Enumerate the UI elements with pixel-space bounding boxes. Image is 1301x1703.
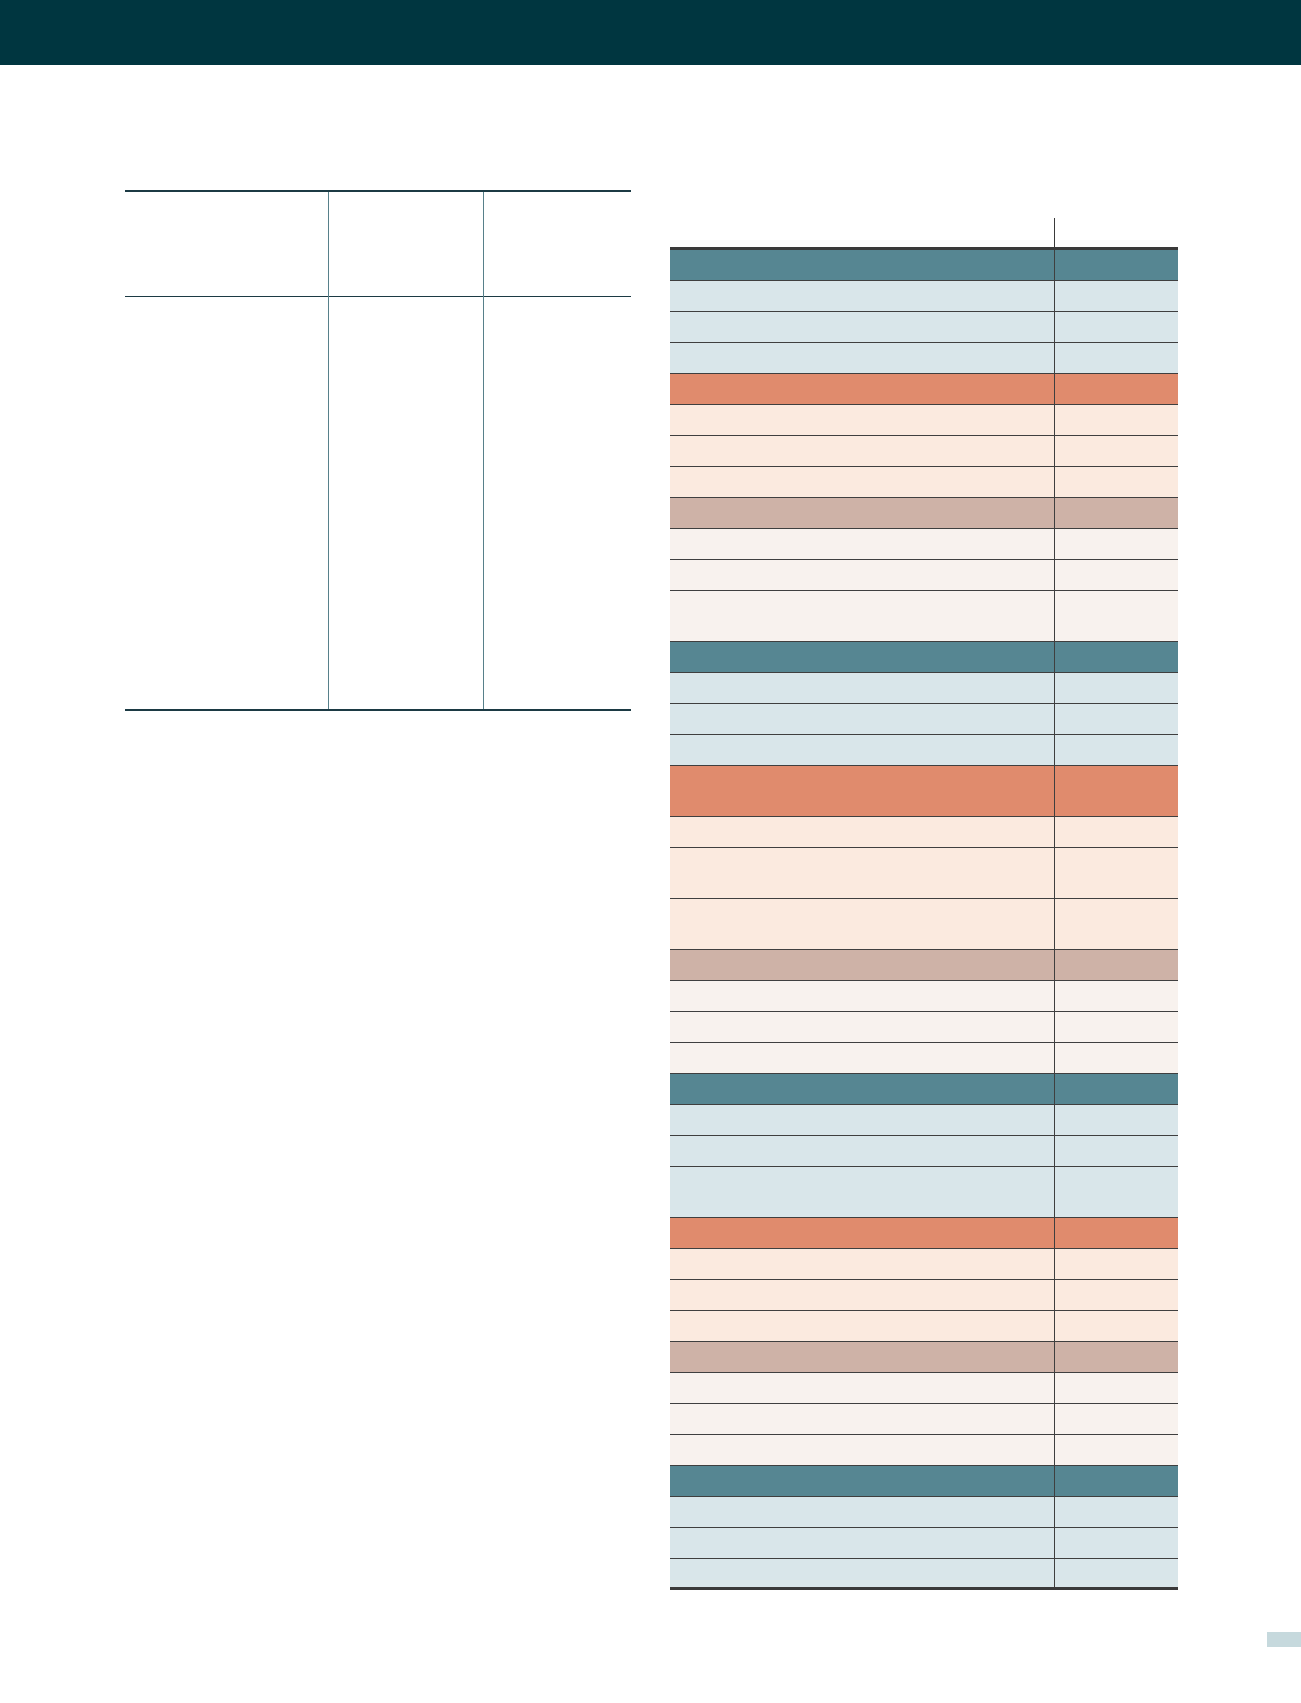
section-header-row bbox=[670, 1466, 1178, 1497]
left-table-top-rule bbox=[125, 190, 631, 192]
table-row bbox=[670, 981, 1178, 1012]
table-row bbox=[670, 560, 1178, 591]
column-divider bbox=[1054, 1074, 1055, 1104]
column-divider bbox=[1054, 899, 1055, 949]
table-row bbox=[670, 529, 1178, 560]
table-row bbox=[670, 1404, 1178, 1435]
column-divider bbox=[1054, 498, 1055, 528]
table-row bbox=[670, 343, 1178, 374]
right-table bbox=[670, 218, 1178, 1590]
column-divider bbox=[1054, 766, 1055, 816]
table-row bbox=[670, 1249, 1178, 1280]
table-row bbox=[670, 1435, 1178, 1466]
column-divider bbox=[1054, 1435, 1055, 1465]
table-row bbox=[670, 1105, 1178, 1136]
column-divider bbox=[1054, 1559, 1055, 1587]
column-divider bbox=[1054, 1136, 1055, 1166]
table-row bbox=[670, 704, 1178, 735]
section-header-row bbox=[670, 1218, 1178, 1249]
column-divider bbox=[1054, 1218, 1055, 1248]
table-row bbox=[670, 1136, 1178, 1167]
section-header-row bbox=[670, 374, 1178, 405]
column-divider bbox=[1054, 250, 1055, 280]
left-table-column-divider bbox=[483, 192, 484, 709]
column-divider bbox=[1054, 704, 1055, 734]
table-row bbox=[670, 1528, 1178, 1559]
section-header-row bbox=[670, 250, 1178, 281]
column-divider bbox=[1054, 1373, 1055, 1403]
table-row bbox=[670, 1311, 1178, 1342]
column-divider bbox=[1054, 591, 1055, 641]
table-row bbox=[670, 899, 1178, 950]
left-table-header-rule bbox=[125, 296, 631, 297]
table-row bbox=[670, 848, 1178, 899]
column-divider bbox=[1054, 436, 1055, 466]
section-header-row bbox=[670, 498, 1178, 529]
column-divider bbox=[1054, 1404, 1055, 1434]
table-row bbox=[670, 405, 1178, 436]
left-table-column-divider bbox=[328, 192, 329, 709]
column-divider bbox=[1054, 1528, 1055, 1558]
right-table-body bbox=[670, 250, 1178, 1590]
table-row bbox=[670, 1167, 1178, 1218]
table-row bbox=[670, 817, 1178, 848]
table-row bbox=[670, 312, 1178, 343]
table-row bbox=[670, 1280, 1178, 1311]
column-divider bbox=[1054, 1167, 1055, 1217]
top-banner bbox=[0, 0, 1301, 65]
column-divider bbox=[1054, 1466, 1055, 1496]
page-number-tab bbox=[1267, 1632, 1301, 1647]
section-header-row bbox=[670, 1074, 1178, 1105]
column-divider bbox=[1054, 467, 1055, 497]
column-divider bbox=[1054, 405, 1055, 435]
column-divider bbox=[1054, 848, 1055, 898]
column-divider bbox=[1054, 281, 1055, 311]
right-table-header-divider bbox=[1054, 218, 1055, 247]
section-header-row bbox=[670, 950, 1178, 981]
column-divider bbox=[1054, 1280, 1055, 1310]
column-divider bbox=[1054, 560, 1055, 590]
section-header-row bbox=[670, 642, 1178, 673]
column-divider bbox=[1054, 1105, 1055, 1135]
table-row bbox=[670, 1373, 1178, 1404]
table-row bbox=[670, 1043, 1178, 1074]
table-row bbox=[670, 281, 1178, 312]
left-table bbox=[125, 190, 631, 711]
column-divider bbox=[1054, 1043, 1055, 1073]
column-divider bbox=[1054, 343, 1055, 373]
column-divider bbox=[1054, 817, 1055, 847]
column-divider bbox=[1054, 642, 1055, 672]
column-divider bbox=[1054, 529, 1055, 559]
column-divider bbox=[1054, 735, 1055, 765]
table-row bbox=[670, 1497, 1178, 1528]
column-divider bbox=[1054, 374, 1055, 404]
left-table-bottom-rule bbox=[125, 709, 631, 711]
column-divider bbox=[1054, 950, 1055, 980]
right-table-header bbox=[670, 218, 1178, 250]
table-row bbox=[670, 467, 1178, 498]
column-divider bbox=[1054, 1249, 1055, 1279]
section-header-row bbox=[670, 766, 1178, 817]
table-row bbox=[670, 735, 1178, 766]
table-row bbox=[670, 1012, 1178, 1043]
table-row bbox=[670, 673, 1178, 704]
table-row bbox=[670, 591, 1178, 642]
column-divider bbox=[1054, 1012, 1055, 1042]
column-divider bbox=[1054, 312, 1055, 342]
column-divider bbox=[1054, 1342, 1055, 1372]
column-divider bbox=[1054, 1497, 1055, 1527]
column-divider bbox=[1054, 1311, 1055, 1341]
table-row bbox=[670, 1559, 1178, 1590]
section-header-row bbox=[670, 1342, 1178, 1373]
column-divider bbox=[1054, 673, 1055, 703]
column-divider bbox=[1054, 981, 1055, 1011]
table-row bbox=[670, 436, 1178, 467]
